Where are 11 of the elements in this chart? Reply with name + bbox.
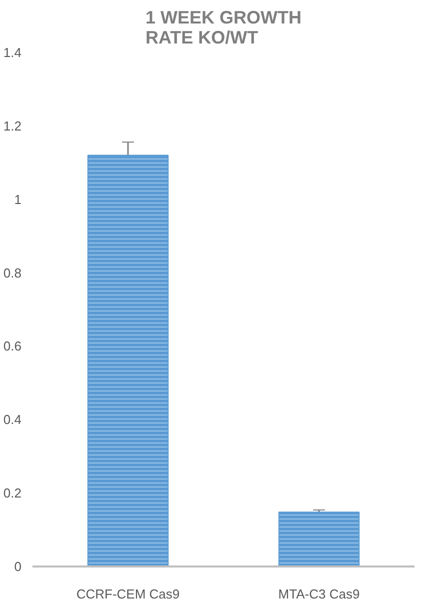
chart-title: 1 WEEK GROWTH RATE KO/WT (146, 8, 302, 48)
x-tick-label: MTA-C3 Cas9 (278, 586, 360, 602)
y-tick-label: 0.6 (3, 338, 22, 354)
y-tick-label: 1 (14, 192, 22, 207)
y-tick-label: 0.8 (3, 265, 22, 280)
y-tick-label: 0.4 (3, 412, 22, 428)
y-tick-label: 0.2 (3, 486, 22, 501)
y-tick-label: 1.4 (3, 45, 22, 60)
y-tick-label: 0 (14, 559, 22, 574)
y-tick-label: 1.2 (3, 118, 22, 134)
x-tick-label: CCRF-CEM Cas9 (76, 586, 180, 602)
